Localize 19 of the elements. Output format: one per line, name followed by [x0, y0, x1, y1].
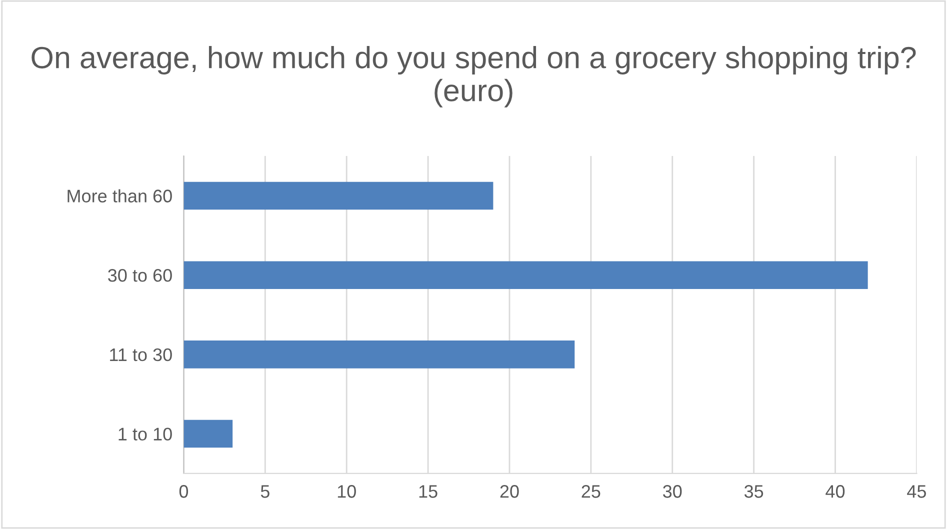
y-tick-label: 1 to 10	[118, 428, 172, 440]
y-tick-label: 11 to 30	[110, 348, 172, 362]
x-tick-label: 0	[179, 485, 188, 498]
bar	[184, 261, 868, 289]
x-tick-label: 45	[907, 485, 926, 498]
x-tick-label: 35	[744, 485, 764, 498]
y-tick-label: 30 to 60	[108, 269, 172, 282]
x-tick-label: 5	[260, 485, 270, 498]
y-tick-label: More than 60	[68, 189, 172, 202]
chart-title: On average, how much do you spend on a grocery shopping trip? (euro)	[32, 46, 916, 108]
x-tick-label: 10	[338, 485, 356, 498]
x-tick-label: 15	[419, 485, 438, 498]
x-tick-label: 40	[826, 485, 845, 498]
x-tick-label: 30	[663, 485, 682, 498]
x-tick-label: 25	[582, 485, 600, 498]
bar	[184, 420, 233, 448]
bar	[184, 182, 494, 210]
x-tick-label: 20	[500, 485, 519, 498]
bar	[184, 340, 575, 368]
